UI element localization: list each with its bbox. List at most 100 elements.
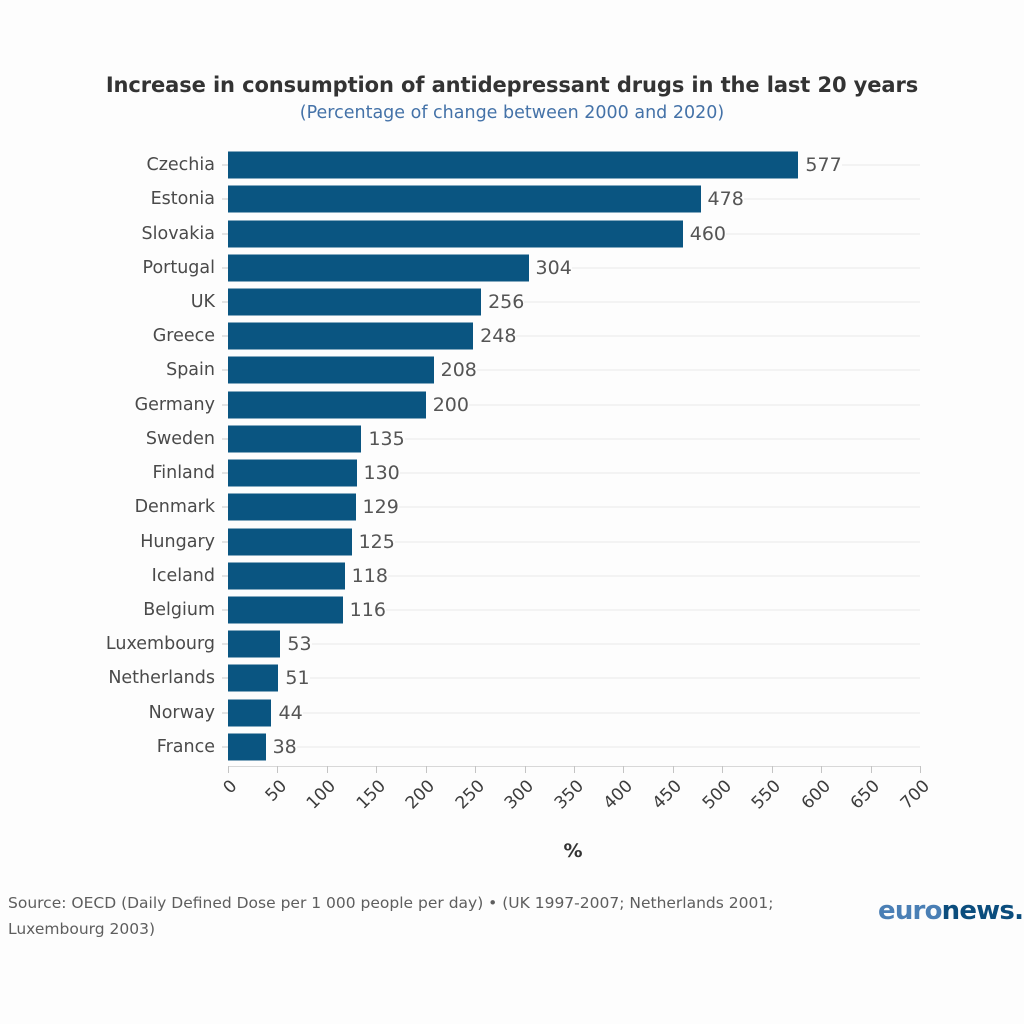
bar-value-label: 51	[278, 668, 310, 689]
y-axis-tick	[222, 267, 228, 269]
bar-value-label: 118	[344, 565, 388, 586]
category-label: Hungary	[140, 531, 215, 552]
bar[interactable]	[228, 664, 279, 692]
bar[interactable]	[228, 596, 343, 624]
bar[interactable]	[228, 288, 482, 316]
y-axis-tick	[222, 506, 228, 508]
y-axis-tick	[222, 712, 228, 714]
x-axis-tick	[672, 766, 674, 773]
bar[interactable]	[228, 630, 281, 658]
x-axis-title: %	[563, 840, 583, 862]
bar-row: UK 256	[191, 285, 920, 319]
y-axis-tick	[222, 643, 228, 645]
x-axis-tick	[623, 766, 625, 773]
y-axis-tick	[222, 746, 228, 748]
bar-value-label: 135	[361, 428, 405, 449]
bar[interactable]	[228, 425, 362, 453]
x-axis-tick	[475, 766, 477, 773]
bar-value-label: 478	[700, 189, 744, 210]
y-axis-tick	[222, 164, 228, 166]
category-label: Luxembourg	[105, 634, 215, 655]
bar-row: Spain 208	[166, 353, 920, 387]
category-label: Estonia	[150, 189, 215, 210]
gridline	[228, 746, 920, 748]
category-label: Iceland	[151, 565, 215, 586]
bar-row: Portugal 304	[143, 251, 920, 285]
x-axis-tick-label: 300	[500, 776, 538, 814]
bar[interactable]	[228, 699, 272, 727]
bar-row: France 38	[157, 730, 920, 764]
gridline	[228, 267, 920, 269]
bar[interactable]	[228, 562, 345, 590]
bar[interactable]	[228, 220, 683, 248]
category-label: Sweden	[145, 428, 215, 449]
gridline	[228, 335, 920, 337]
bar[interactable]	[228, 185, 701, 213]
bar[interactable]	[228, 733, 266, 761]
bar[interactable]	[228, 493, 356, 521]
x-axis-tick-label: 100	[303, 776, 341, 814]
logo-text-euro: euro	[878, 896, 942, 926]
bar-value-label: 53	[280, 634, 312, 655]
category-label: Portugal	[142, 257, 215, 278]
x-axis-tick	[870, 766, 872, 773]
bar[interactable]	[228, 459, 357, 487]
x-axis-tick-label: 400	[599, 776, 637, 814]
x-axis-tick	[722, 766, 724, 773]
bar-row: Sweden 135	[146, 422, 920, 456]
bar[interactable]	[228, 254, 529, 282]
y-axis-tick	[222, 609, 228, 611]
x-axis-tick-label: 700	[896, 776, 934, 814]
bar-row: Iceland 118	[152, 559, 920, 593]
category-label: France	[156, 736, 215, 757]
x-axis-tick-label: 450	[649, 776, 687, 814]
gridline	[228, 712, 920, 714]
gridline	[228, 438, 920, 440]
x-axis-tick	[376, 766, 378, 773]
gridline	[228, 541, 920, 543]
x-axis-tick-label: 0	[219, 776, 242, 799]
bar[interactable]	[228, 151, 799, 179]
y-axis-tick	[222, 677, 228, 679]
x-axis-tick-label: 350	[550, 776, 588, 814]
bar-value-label: 116	[342, 599, 386, 620]
category-label: Greece	[152, 326, 215, 347]
bar[interactable]	[228, 391, 426, 419]
x-axis-tick	[326, 766, 328, 773]
bar-value-label: 130	[356, 463, 400, 484]
bar[interactable]	[228, 528, 352, 556]
category-label: Finland	[152, 463, 215, 484]
bar-value-label: 38	[265, 736, 297, 757]
category-label: Czechia	[146, 155, 215, 176]
bar-value-label: 256	[481, 291, 525, 312]
category-label: Netherlands	[108, 668, 215, 689]
x-axis-tick	[821, 766, 823, 773]
x-axis-tick-label: 600	[797, 776, 835, 814]
bar-value-label: 125	[351, 531, 395, 552]
title-block: Increase in consumption of antidepressan…	[0, 72, 1024, 125]
plot-area: Czechia 577 Estonia 478 Slovakia 460 Portugal 3…	[106, 148, 920, 764]
category-label: Denmark	[134, 497, 215, 518]
bar-row: Luxembourg 53	[106, 627, 920, 661]
bar-value-label: 577	[798, 155, 842, 176]
category-label: Germany	[134, 394, 215, 415]
bar-row: Belgium 116	[143, 593, 920, 627]
bar-row: Germany 200	[135, 388, 920, 422]
bar-row: Slovakia 460	[142, 216, 920, 250]
x-axis-tick	[524, 766, 526, 773]
x-axis-tick-label: 200	[402, 776, 440, 814]
x-axis-tick	[771, 766, 773, 773]
bar-row: Norway 44	[149, 696, 920, 730]
y-axis-tick	[222, 472, 228, 474]
x-axis-tick	[920, 766, 921, 773]
category-label: Spain	[166, 360, 215, 381]
y-axis-tick	[222, 438, 228, 440]
gridline	[228, 369, 920, 371]
x-axis-tick-label: 550	[748, 776, 786, 814]
x-axis-tick	[277, 766, 279, 773]
bar-value-label: 200	[425, 394, 469, 415]
bar[interactable]	[228, 322, 474, 350]
bar-value-label: 208	[433, 360, 477, 381]
bar[interactable]	[228, 356, 434, 384]
